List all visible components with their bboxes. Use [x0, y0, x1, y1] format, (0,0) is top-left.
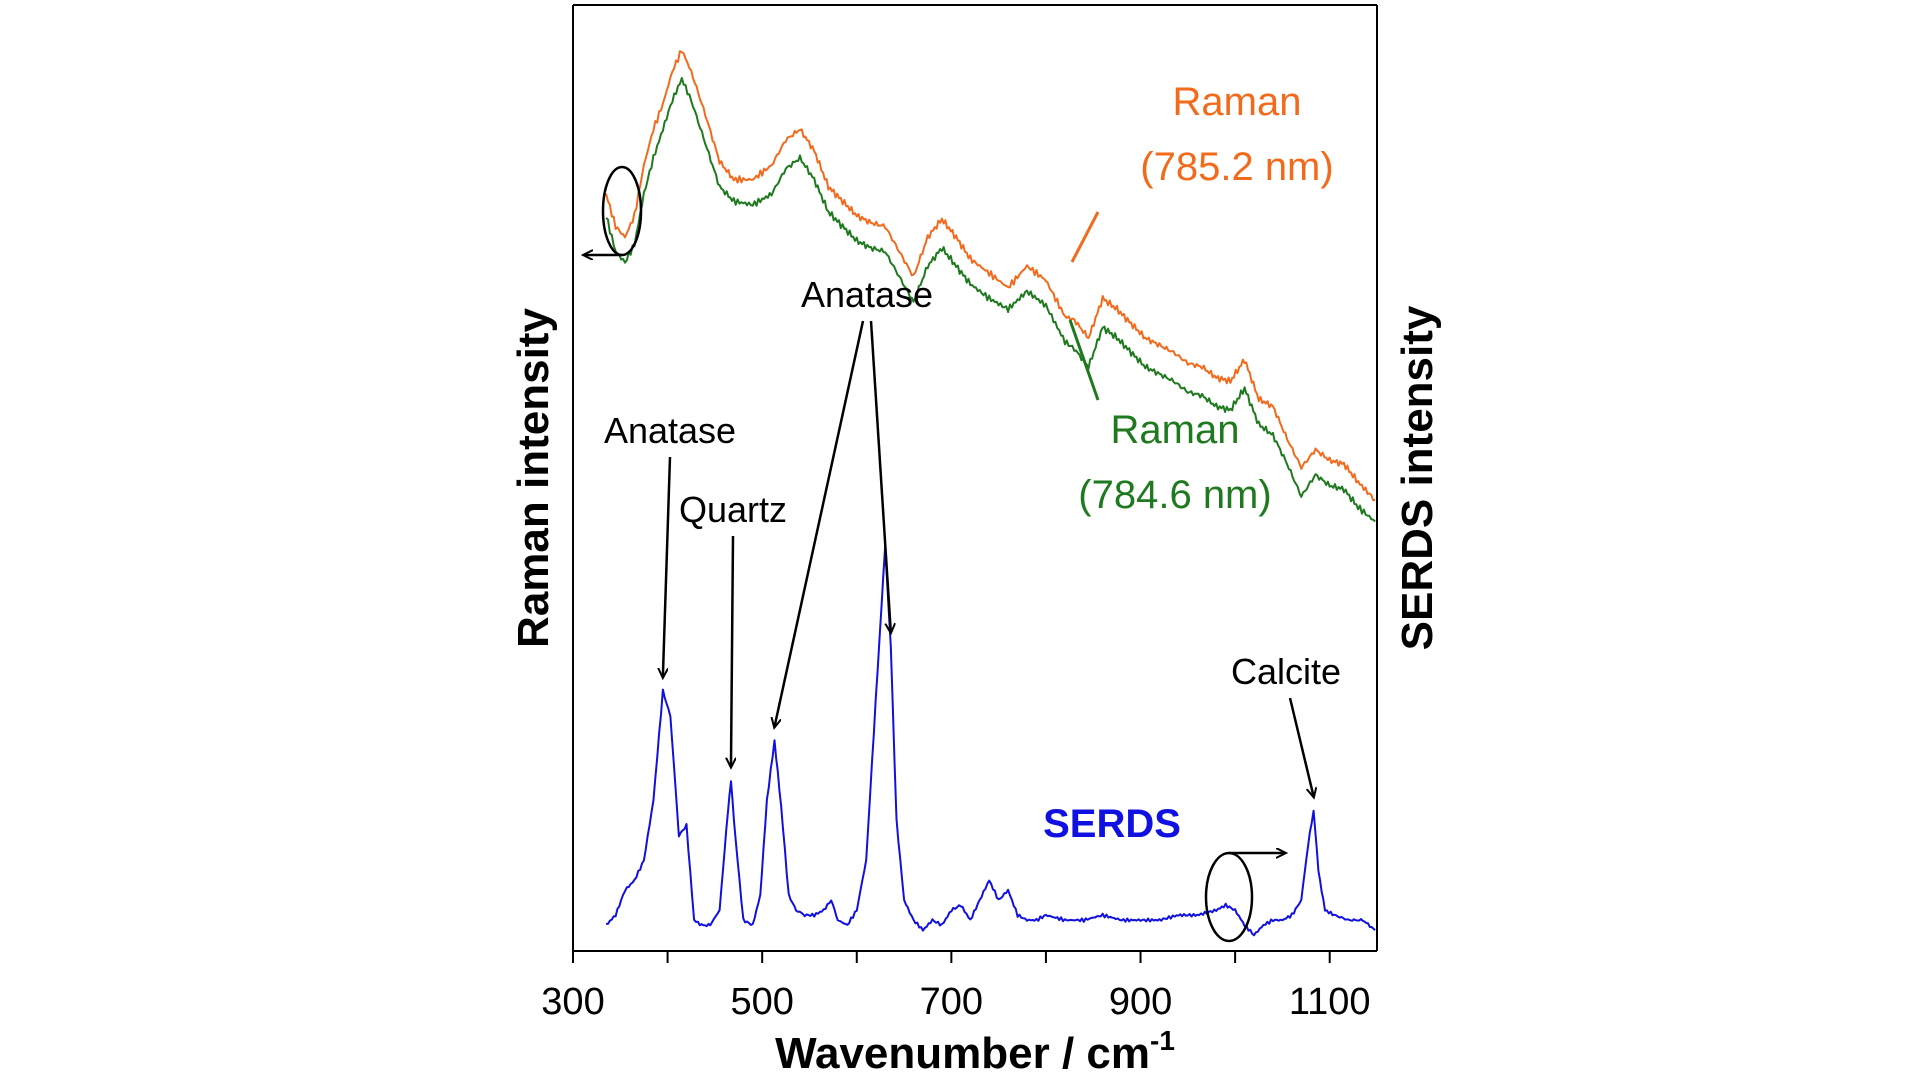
y-axis-label-right: SERDS intensity: [1393, 305, 1442, 650]
leader-raman-784-6: [1068, 319, 1100, 401]
annotation-arrow: [869, 320, 891, 632]
annotation-label: Anatase: [604, 410, 736, 451]
legend-raman-785-2-line1: Raman: [1173, 80, 1302, 124]
x-tick-label: 700: [920, 981, 983, 1023]
series-raman-785-2-line: [605, 50, 1376, 502]
annotation-arrow: [774, 320, 865, 727]
series-serds-line: [605, 546, 1376, 937]
annotation-arrow: [731, 535, 733, 767]
annotation-label: Quartz: [679, 489, 787, 530]
annotation-label: Calcite: [1231, 651, 1341, 692]
x-tick-label: 1100: [1289, 981, 1371, 1023]
x-axis-label: Wavenumber / cm-1: [775, 1025, 1175, 1078]
right-axis-indicator-ellipse: [1204, 851, 1254, 943]
x-tick-label: 900: [1109, 981, 1172, 1023]
leader-raman-785-2: [1070, 211, 1100, 263]
series-raman-784-6-line: [605, 77, 1376, 523]
legend-serds: SERDS: [1043, 802, 1181, 846]
x-tick-label: 300: [541, 981, 604, 1023]
annotation-label: Anatase: [801, 274, 933, 315]
annotation-arrow: [1288, 697, 1314, 797]
legend-raman-784-6-line2: (784.6 nm): [1078, 473, 1271, 517]
x-tick-label: 500: [730, 981, 793, 1023]
legend-raman-784-6-line1: Raman: [1111, 408, 1240, 452]
legend-raman-785-2-line2: (785.2 nm): [1140, 145, 1333, 189]
y-axis-label-left: Raman intensity: [509, 308, 558, 648]
annotation-arrow: [663, 456, 672, 677]
